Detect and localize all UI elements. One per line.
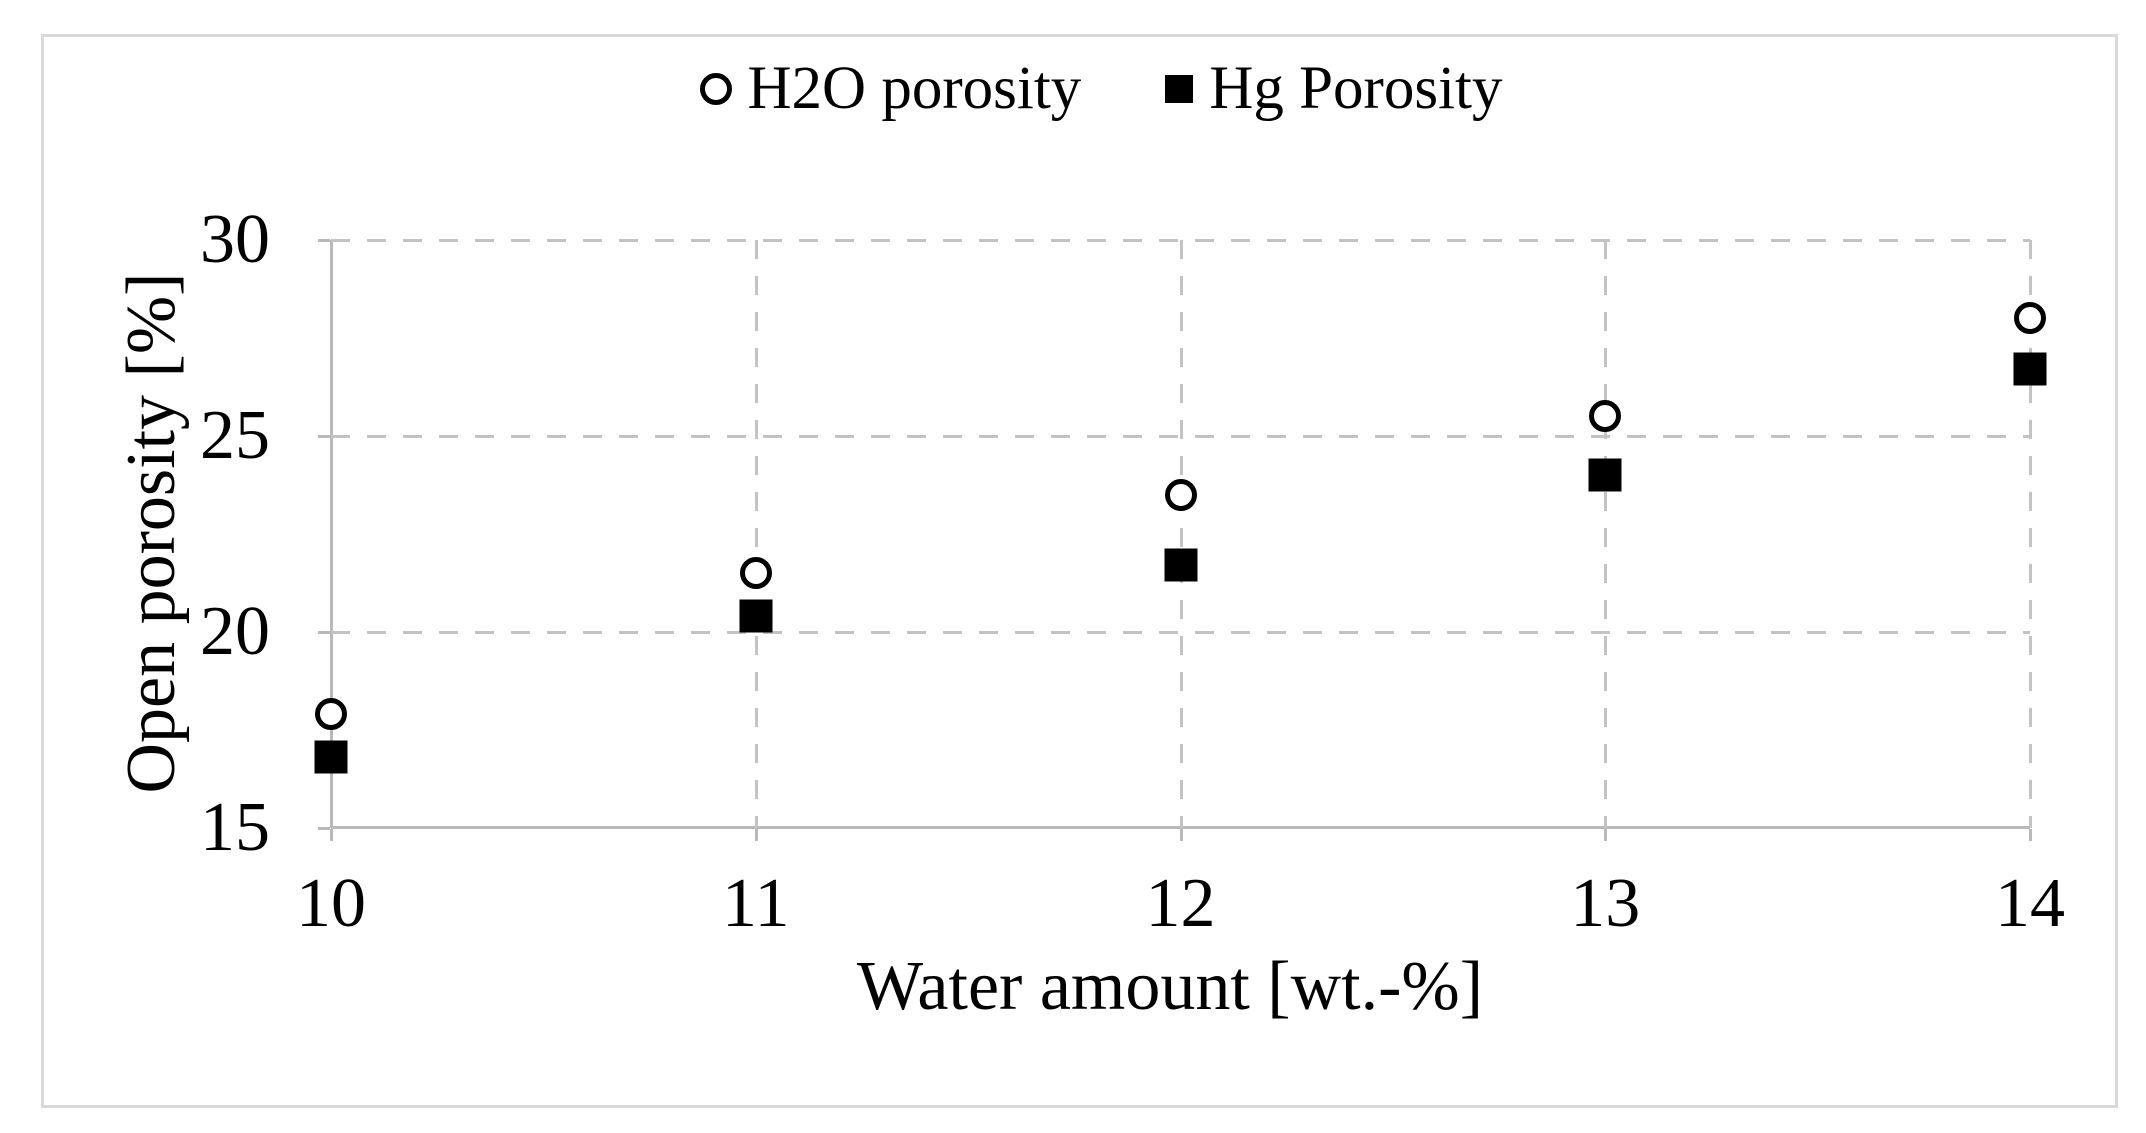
legend-label-h2o: H2O porosity bbox=[747, 55, 1082, 122]
y-tick-label-25: 25 bbox=[200, 397, 270, 474]
x-tick-label-12: 12 bbox=[1145, 865, 1216, 942]
plot-area bbox=[314, 239, 2047, 841]
data-point-hg-porosity-x12 bbox=[1164, 548, 1197, 582]
legend-item-h2o-porosity: H2O porosity bbox=[699, 55, 1082, 122]
y-axis-title: Open porosity [%] bbox=[113, 272, 190, 794]
data-point-h2o-porosity-x11 bbox=[739, 557, 772, 590]
data-point-h2o-porosity-x14 bbox=[2014, 302, 2046, 335]
x-tick-label-10: 10 bbox=[296, 865, 366, 942]
data-point-hg-porosity-x14 bbox=[2013, 352, 2047, 386]
v-gridline-13 bbox=[1604, 240, 1608, 828]
figure-border bbox=[41, 34, 2118, 1108]
x-tick-mark-11 bbox=[754, 829, 758, 841]
legend-label-hg: Hg Porosity bbox=[1209, 55, 1503, 122]
data-point-h2o-porosity-x13 bbox=[1589, 400, 1622, 433]
x-tick-label-13: 13 bbox=[1570, 865, 1641, 942]
filled-square-marker-icon bbox=[1165, 74, 1194, 103]
y-tick-mark-15 bbox=[318, 827, 330, 830]
y-tick-label-30: 30 bbox=[200, 201, 270, 278]
x-tick-label-14: 14 bbox=[1995, 865, 2065, 942]
data-point-hg-porosity-x10 bbox=[314, 740, 348, 774]
x-tick-label-11: 11 bbox=[722, 865, 790, 942]
y-tick-mark-30 bbox=[318, 239, 330, 242]
x-tick-mark-10 bbox=[330, 829, 333, 841]
y-tick-mark-20 bbox=[318, 631, 330, 634]
x-tick-mark-14 bbox=[2029, 829, 2032, 841]
v-gridline-12 bbox=[1179, 240, 1183, 828]
y-axis-line bbox=[330, 240, 333, 828]
open-circle-marker-icon bbox=[699, 72, 732, 105]
y-tick-label-20: 20 bbox=[200, 593, 270, 670]
data-point-hg-porosity-x11 bbox=[739, 599, 773, 633]
y-tick-mark-25 bbox=[318, 435, 330, 438]
v-gridline-14 bbox=[2029, 240, 2032, 828]
chart-legend: H2O porosity Hg Porosity bbox=[28, 58, 2146, 119]
data-point-h2o-porosity-x12 bbox=[1164, 478, 1197, 511]
y-tick-label-15: 15 bbox=[200, 789, 270, 866]
x-tick-mark-12 bbox=[1179, 829, 1183, 841]
v-gridline-11 bbox=[754, 240, 758, 828]
legend-item-hg-porosity: Hg Porosity bbox=[1165, 55, 1503, 122]
x-tick-mark-13 bbox=[1604, 829, 1608, 841]
data-point-hg-porosity-x13 bbox=[1588, 458, 1622, 492]
x-axis-title: Water amount [wt.-%] bbox=[856, 948, 1484, 1025]
data-point-h2o-porosity-x10 bbox=[315, 698, 347, 731]
